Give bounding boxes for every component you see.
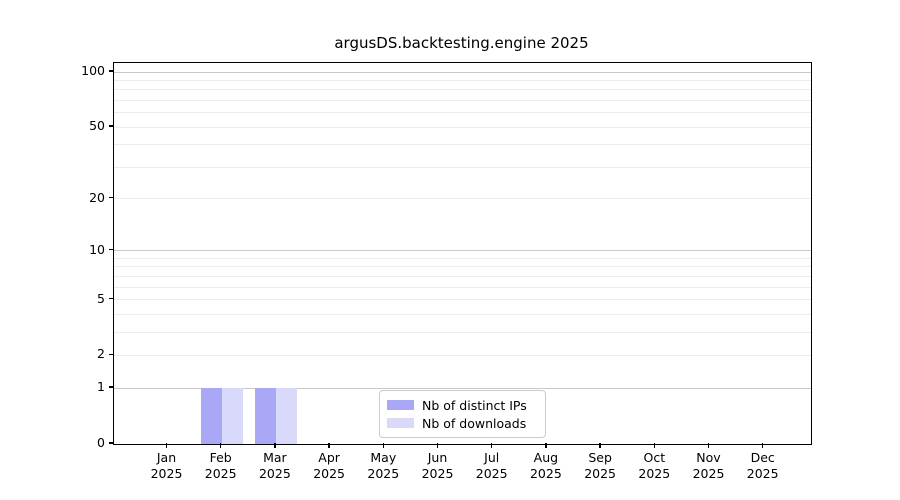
x-tick-month: Feb [209, 450, 232, 465]
legend-entry-distinct-ips: Nb of distinct IPs [387, 396, 536, 414]
gridline-major [114, 71, 811, 73]
gridline-minor [114, 166, 811, 168]
x-tick-mark [491, 443, 493, 448]
x-tick-month: Nov [696, 450, 721, 465]
gridline-minor [114, 299, 811, 301]
x-tick-label: Apr 2025 [297, 450, 361, 481]
x-tick-mark [382, 443, 384, 448]
x-tick-year: 2025 [367, 465, 400, 481]
x-tick-mark [707, 443, 710, 448]
x-tick-label: Jan 2025 [135, 450, 199, 481]
gridline-minor [114, 126, 811, 128]
y-tick-label: 50 [89, 118, 105, 134]
x-tick-month: Mar [263, 450, 287, 465]
x-tick-year: 2025 [204, 465, 237, 481]
legend-label-distinct-ips: Nb of distinct IPs [422, 397, 527, 413]
y-tick-label: 1 [97, 379, 105, 395]
x-tick-mark [545, 443, 547, 448]
y-tick-mark [108, 353, 113, 356]
x-tick-label: Mar 2025 [243, 450, 307, 481]
gridline-minor [114, 313, 811, 315]
downloads-swatch [387, 418, 414, 428]
x-tick-mark [436, 443, 439, 448]
x-tick-year: 2025 [529, 465, 562, 481]
bar-downloads [275, 388, 298, 444]
legend: Nb of distinct IPs Nb of downloads [379, 390, 546, 438]
gridline-minor [114, 99, 811, 101]
x-tick-year: 2025 [313, 465, 345, 481]
legend-label-downloads: Nb of downloads [422, 415, 527, 431]
y-tick-label: 0 [97, 435, 105, 450]
legend-entry-downloads: Nb of downloads [387, 414, 536, 432]
x-tick-year: 2025 [746, 465, 779, 481]
x-tick-month: Sep [588, 450, 612, 465]
gridline-minor [114, 79, 811, 81]
bar-distinct-ips [254, 388, 276, 444]
gridline-minor [114, 198, 811, 200]
gridline-minor [114, 331, 811, 333]
gridline-minor [114, 257, 811, 259]
gridline-major [114, 250, 811, 252]
y-tick-label: 100 [81, 63, 105, 79]
x-tick-label: Nov 2025 [677, 450, 741, 481]
chart-title: argusDS.backtesting.engine 2025 [334, 34, 589, 52]
gridline-minor [114, 286, 811, 288]
x-tick-label: Oct 2025 [622, 450, 686, 481]
x-tick-year: 2025 [475, 465, 508, 481]
y-tick-mark [108, 125, 113, 127]
x-tick-label: Jul 2025 [460, 450, 524, 481]
bar-downloads [221, 388, 243, 444]
y-tick-mark [108, 442, 113, 444]
y-tick-label: 20 [89, 189, 105, 205]
y-tick-mark [108, 70, 113, 72]
x-tick-mark [274, 443, 276, 448]
x-tick-label: Aug 2025 [514, 450, 578, 481]
y-tick-mark [108, 249, 113, 251]
distinct-ips-swatch [387, 400, 414, 410]
x-tick-label: Feb 2025 [189, 450, 253, 481]
y-tick-mark [108, 386, 113, 388]
y-tick-label: 5 [97, 290, 105, 306]
plot-area [113, 62, 812, 445]
x-tick-month: Jul [484, 450, 500, 465]
bar-distinct-ips [200, 388, 222, 444]
x-tick-month: May [370, 450, 397, 465]
x-tick-month: Aug [533, 450, 559, 465]
x-tick-mark [599, 443, 601, 448]
gridline-major [114, 387, 811, 389]
y-tick-mark [108, 196, 113, 199]
x-tick-mark [653, 443, 655, 448]
x-tick-mark [328, 443, 330, 448]
x-tick-mark [220, 443, 222, 448]
gridline-minor [114, 275, 811, 277]
x-tick-month: Oct [643, 450, 666, 465]
gridline-minor [114, 89, 811, 91]
x-tick-label: Jun 2025 [406, 450, 470, 481]
x-tick-year: 2025 [584, 465, 616, 481]
y-tick-label: 2 [97, 346, 105, 362]
x-tick-month: Jun [427, 450, 448, 465]
x-tick-mark [762, 443, 764, 448]
x-tick-label: May 2025 [351, 450, 415, 481]
gridline-minor [114, 112, 811, 114]
x-tick-year: 2025 [258, 465, 291, 481]
x-tick-month: Apr [318, 450, 340, 465]
x-tick-month: Dec [750, 450, 775, 465]
x-tick-label: Sep 2025 [568, 450, 632, 481]
x-tick-label: Dec 2025 [731, 450, 795, 481]
y-tick-mark [108, 297, 113, 300]
y-tick-label: 10 [89, 241, 105, 257]
x-tick-year: 2025 [692, 465, 725, 481]
x-tick-mark [165, 443, 168, 448]
gridline-minor [114, 354, 811, 356]
x-tick-year: 2025 [421, 465, 454, 481]
x-tick-month: Jan [156, 450, 177, 465]
x-tick-year: 2025 [150, 465, 183, 481]
gridline-minor [114, 266, 811, 268]
x-tick-year: 2025 [638, 465, 671, 481]
gridline-minor [114, 144, 811, 146]
